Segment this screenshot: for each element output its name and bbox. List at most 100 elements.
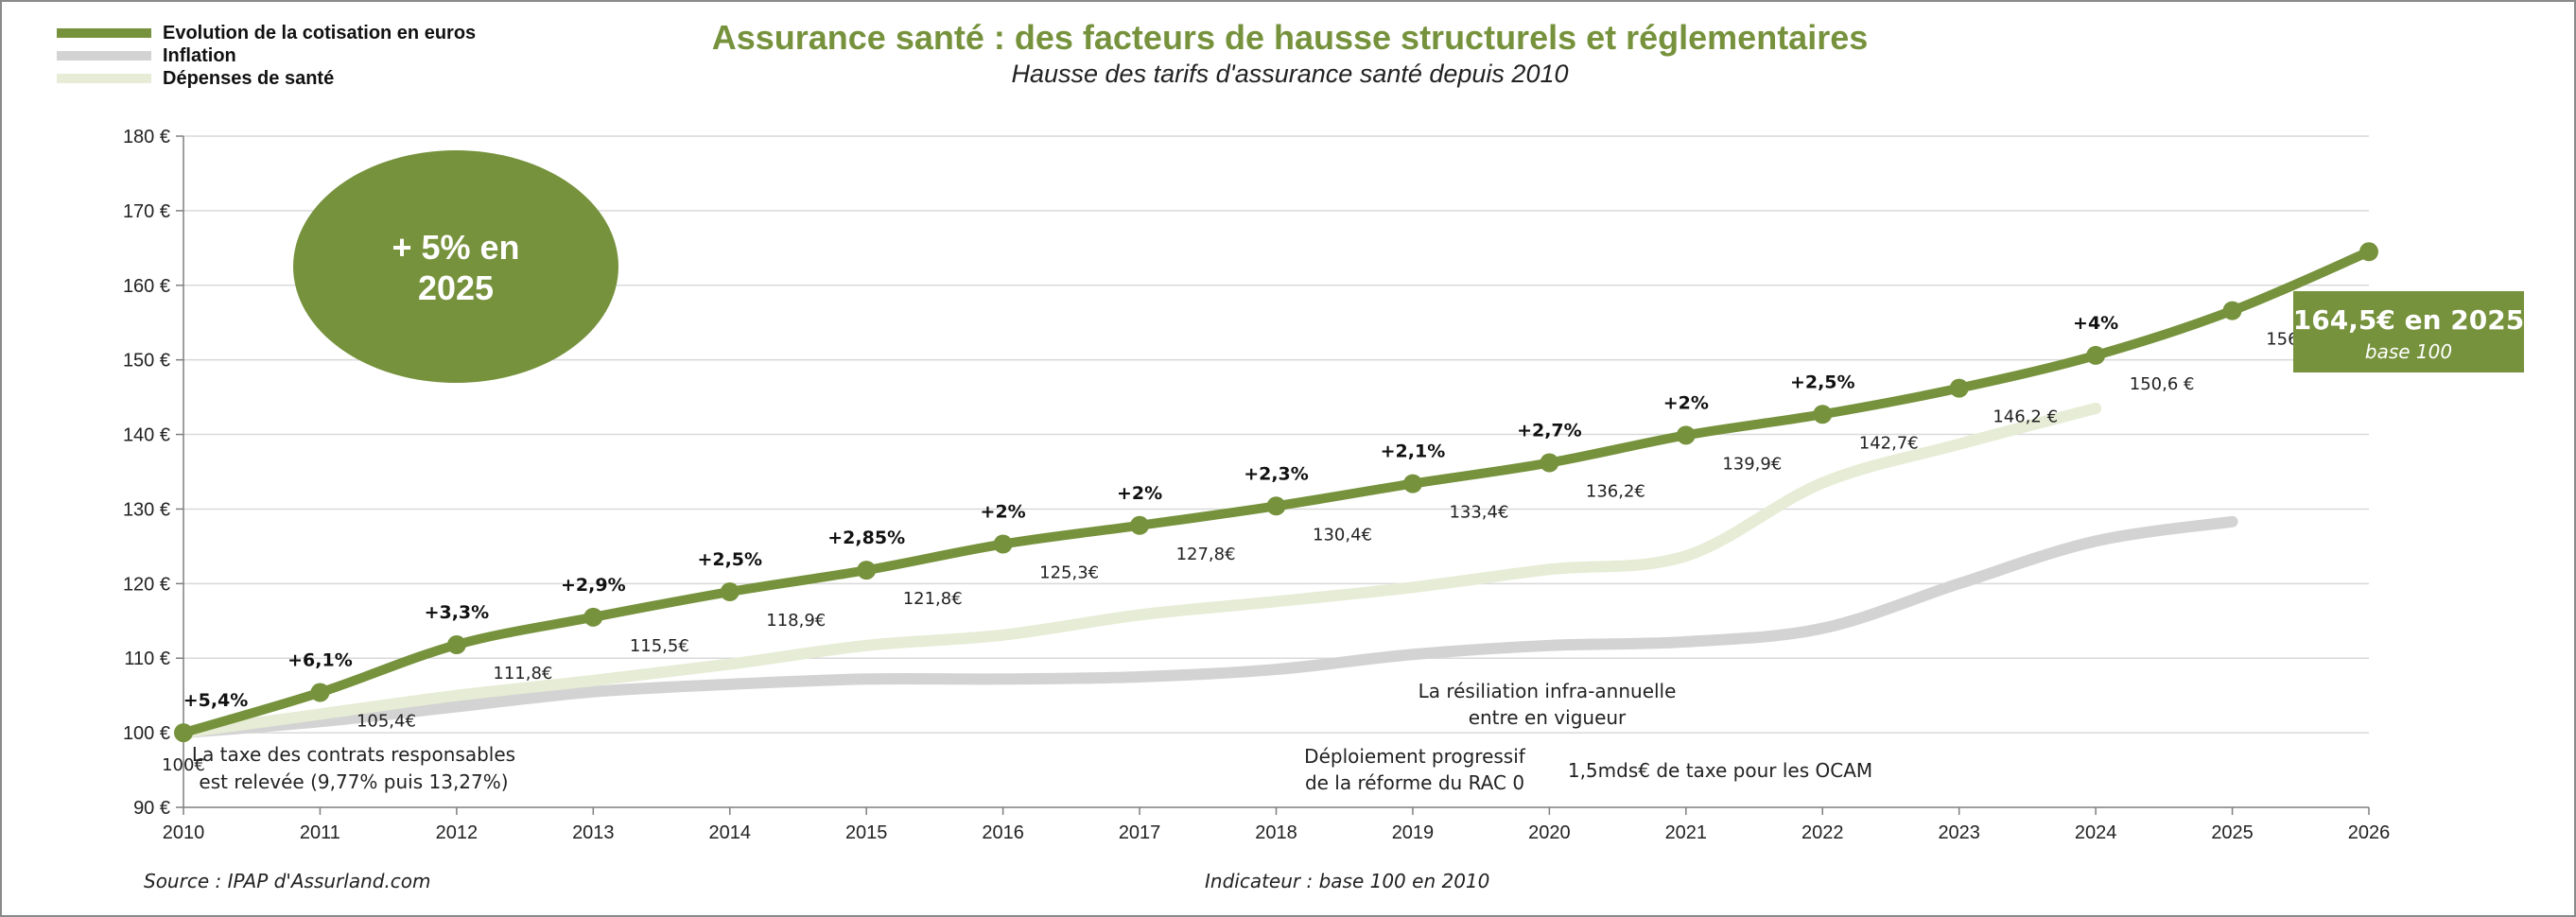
indicator-note: Indicateur : base 100 en 2010 xyxy=(1205,870,1489,892)
data-point-cotisation xyxy=(583,607,603,627)
y-tick-label: 110 € xyxy=(124,649,170,669)
value-label: 133,4€ xyxy=(1449,503,1508,523)
data-point-cotisation xyxy=(174,723,193,743)
annotation-rac-line2: de la réforme du RAC 0 xyxy=(1305,771,1524,794)
x-tick-label: 2021 xyxy=(1665,822,1708,843)
annotation-ocam: 1,5mds€ de taxe pour les OCAM xyxy=(1568,759,1872,782)
value-label: 136,2€ xyxy=(1586,482,1645,502)
label-layer: +5,4% +6,1% +3,3% +2,9% +2,5% +2,85% +2% +2% +2,… xyxy=(162,313,2331,775)
data-point-cotisation xyxy=(720,582,740,602)
data-point-cotisation xyxy=(2222,301,2242,320)
value-label: 121,8€ xyxy=(903,589,963,609)
y-tick-label: 170 € xyxy=(123,201,170,222)
chart-subtitle: Hausse des tarifs d'assurance santé depu… xyxy=(1011,60,1568,88)
series-layer xyxy=(174,242,2378,743)
data-point-cotisation xyxy=(310,683,330,702)
y-tick-label: 100 € xyxy=(123,723,170,744)
value-label: 150,6 € xyxy=(2130,374,2195,394)
data-point-cotisation xyxy=(1949,378,1969,398)
data-point-cotisation xyxy=(2359,242,2378,262)
data-point-cotisation xyxy=(993,534,1013,554)
x-tick-label: 2022 xyxy=(1801,822,1844,843)
legend-label-cotisation: Evolution de la cotisation en euros xyxy=(163,23,476,43)
value-label: 118,9€ xyxy=(766,611,826,631)
pct-change-label: +2% xyxy=(1663,392,1709,413)
x-tick-label: 2016 xyxy=(982,822,1024,843)
value-label: 130,4€ xyxy=(1313,525,1372,545)
pct-change-label: +5,4% xyxy=(183,690,249,711)
x-tick-label: 2025 xyxy=(2211,822,2254,843)
data-point-cotisation xyxy=(1130,515,1150,535)
x-tick-label: 2024 xyxy=(2075,822,2117,843)
growth-bubble: + 5% en 2025 xyxy=(293,150,618,383)
value-label: 111,8€ xyxy=(493,664,552,683)
x-tick-label: 2020 xyxy=(1528,822,1571,843)
pct-change-label: +2,5% xyxy=(697,549,762,570)
pct-change-label: +2,9% xyxy=(561,575,626,596)
x-tick-label: 2019 xyxy=(1392,822,1435,843)
x-tick-label: 2015 xyxy=(845,822,888,843)
data-point-cotisation xyxy=(857,561,877,580)
pct-change-label: +6,1% xyxy=(287,650,353,671)
data-point-cotisation xyxy=(2086,345,2106,365)
value-label: 105,4€ xyxy=(357,712,416,732)
value-label: 146,2 € xyxy=(1993,407,2058,427)
x-tick-label: 2023 xyxy=(1938,822,1980,843)
y-tick-label: 90 € xyxy=(133,798,170,819)
pct-change-label: +2,1% xyxy=(1381,441,1446,462)
annotation-resiliation-line2: entre en vigueur xyxy=(1469,706,1627,729)
legend-label-inflation: Inflation xyxy=(163,45,236,66)
x-tick-label: 2018 xyxy=(1255,822,1297,843)
axis-layer: 90 € 100 € 110 € 120 € 130 € 140 € 150 € 160 € 1… xyxy=(123,127,2390,843)
x-tick-label: 2010 xyxy=(163,822,205,843)
annotation-rac-line1: Déploiement progressif xyxy=(1304,745,1526,768)
y-tick-label: 140 € xyxy=(123,425,170,446)
pct-change-label: +2,3% xyxy=(1244,463,1309,484)
data-point-cotisation xyxy=(1402,474,1422,493)
data-point-cotisation xyxy=(1266,496,1286,516)
pct-change-label: +2% xyxy=(1117,483,1162,504)
data-point-cotisation xyxy=(446,635,466,655)
growth-bubble-line2: 2025 xyxy=(418,268,494,307)
value-label: 127,8€ xyxy=(1176,545,1236,564)
value-label: 139,9€ xyxy=(1722,454,1782,474)
final-value-box-sub: base 100 xyxy=(2365,340,2452,363)
final-value-box-main: 164,5€ en 2025 xyxy=(2293,304,2524,336)
pct-change-label: +2,7% xyxy=(1517,421,1582,441)
annotations: La taxe des contrats responsables est re… xyxy=(192,680,1872,794)
x-tick-label: 2014 xyxy=(709,822,752,843)
y-tick-label: 130 € xyxy=(123,499,170,520)
final-value-box: 164,5€ en 2025 base 100 xyxy=(2293,291,2524,372)
x-tick-label: 2011 xyxy=(300,822,340,843)
value-label: 115,5€ xyxy=(630,636,689,656)
annotation-taxe-line2: est relevée (9,77% puis 13,27%) xyxy=(199,770,508,793)
value-label: 142,7€ xyxy=(1859,433,1919,453)
annotation-resiliation-line1: La résiliation infra-annuelle xyxy=(1419,680,1677,702)
final-value-box-shape xyxy=(2293,291,2524,372)
pct-change-label: +4% xyxy=(2073,313,2118,334)
value-label: 100€ xyxy=(162,755,205,775)
pct-change-label: +3,3% xyxy=(425,602,490,623)
y-tick-label: 180 € xyxy=(123,127,170,147)
data-point-cotisation xyxy=(1813,405,1833,424)
pct-change-label: +2,5% xyxy=(1790,372,1855,392)
annotation-taxe-line1: La taxe des contrats responsables xyxy=(192,743,515,766)
chart-title: Assurance santé : des facteurs de hausse… xyxy=(712,18,1869,57)
source-note: Source : IPAP d'Assurland.com xyxy=(144,870,431,892)
series-line-depenses xyxy=(178,402,2102,739)
legend: Evolution de la cotisation en euros Infl… xyxy=(57,23,476,89)
series-line-inflation xyxy=(178,515,2238,739)
pct-change-label: +2% xyxy=(981,502,1026,523)
x-tick-label: 2026 xyxy=(2348,822,2391,843)
x-tick-label: 2013 xyxy=(572,822,615,843)
growth-bubble-line1: + 5% en xyxy=(392,228,519,267)
y-tick-label: 120 € xyxy=(123,574,170,595)
legend-label-depenses: Dépenses de santé xyxy=(163,68,334,89)
data-point-cotisation xyxy=(1540,453,1559,473)
x-tick-label: 2012 xyxy=(436,822,479,843)
growth-bubble-shape xyxy=(293,150,618,383)
y-tick-label: 150 € xyxy=(123,351,170,372)
y-tick-label: 160 € xyxy=(123,276,170,297)
